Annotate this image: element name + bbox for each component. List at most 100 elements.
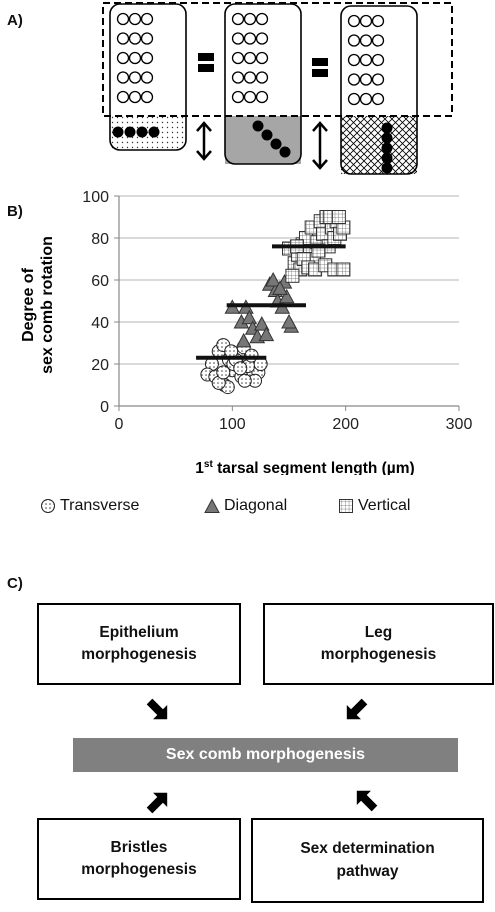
epithelium-morphogenesis-box: Epithelium morphogenesis (37, 603, 241, 685)
point-vertical (336, 262, 351, 277)
bristle-row-circle (140, 51, 154, 65)
bristle-row-circle (359, 34, 373, 47)
grid-square-icon (339, 499, 353, 513)
bristle-row-circle (140, 90, 154, 104)
double-arrow-2 (312, 121, 328, 170)
bristle-row-circle (116, 32, 130, 45)
sex-comb-bristle (381, 152, 393, 164)
bristle-row-circle (231, 71, 245, 84)
epithelium-line1: Epithelium (99, 623, 179, 641)
bristle-row-circle (359, 92, 373, 106)
bristle-row-circle (371, 53, 385, 67)
scatter-chart: 0 20 40 60 80 100 0 100 200 300 Degree of sex com… (20, 189, 473, 475)
bristle-row-circle (128, 12, 142, 26)
sex-comb-bristle (136, 126, 148, 138)
epithelium-line2: morphogenesis (81, 646, 197, 663)
bristle-row-circle (371, 92, 385, 106)
x-tick-label: 0 (115, 416, 124, 433)
bristle-row-circle (243, 51, 257, 65)
bristle-row-circle (128, 90, 142, 104)
tarsal-segment-dashed-box (102, 2, 453, 117)
double-arrow-1 (196, 121, 212, 161)
bristle-row-circle (243, 32, 257, 45)
point-diagonal (258, 326, 275, 342)
point-vertical (331, 210, 346, 224)
y-tick-label: 60 (91, 273, 109, 290)
y-tick-label: 100 (82, 189, 109, 206)
chart-legend: Transverse Diagonal Vertical (40, 497, 480, 521)
bristle-row-circle (347, 73, 361, 86)
bristle-row-circle (116, 51, 130, 65)
sex-comb-bristle (124, 126, 136, 138)
point-diagonal (272, 280, 288, 295)
leg-1 (109, 3, 187, 151)
sex-comb-bristle (252, 120, 264, 132)
bristle-row-circle (359, 73, 373, 86)
bristle-row-circle (347, 53, 361, 67)
x-tick-label: 300 (446, 416, 473, 433)
leg-line2: morphogenesis (320, 646, 437, 663)
arrow-sexdet-to-banner (356, 790, 378, 812)
sex-comb-bristle (112, 126, 124, 138)
sex-comb-bristle (261, 129, 273, 141)
point-diagonal (253, 316, 270, 331)
bristle-row-circle (359, 53, 373, 67)
dotted-circle-icon (41, 499, 55, 513)
sex-comb-bristle (381, 122, 393, 134)
equals-sign-2 (312, 58, 328, 77)
point-transverse (233, 361, 248, 376)
triangle-icon (204, 498, 220, 513)
bristle-row-circle (231, 51, 245, 65)
bristle-row-circle (140, 32, 154, 45)
y-axis-label-line2: sex comb rotation (39, 236, 56, 374)
y-axis-label-line1: Degree of (20, 267, 37, 341)
bristle-row-circle (116, 90, 130, 104)
sex-comb-morphogenesis-banner: Sex comb morphogenesis (73, 738, 458, 772)
arrow-leg-to-banner (346, 698, 368, 720)
leg-segments (109, 3, 418, 175)
sex-comb-bristle (381, 132, 393, 144)
bristle-row-circle (371, 34, 385, 47)
bristle-row-circle (255, 12, 269, 26)
legend-item-transverse: Transverse (40, 497, 139, 515)
bristle-row-circle (128, 32, 142, 45)
bristle-row-circle (347, 92, 361, 106)
bristle-row-circle (371, 14, 385, 28)
bristle-row-circle (128, 71, 142, 84)
y-tick-label: 80 (91, 231, 109, 248)
bristle-row-circle (347, 34, 361, 47)
x-tick-label: 100 (219, 416, 246, 433)
legend-label-transverse: Transverse (60, 497, 140, 514)
point-transverse (216, 365, 231, 380)
panel-a-label: A) (7, 12, 23, 29)
bristles-morphogenesis-box: Bristles morphogenesis (37, 818, 241, 900)
bristle-row-circle (347, 14, 361, 28)
bristle-row-circle (243, 71, 257, 84)
y-tick-label: 40 (91, 315, 109, 332)
sex-comb-bristle (381, 142, 393, 154)
bristle-row-circle (140, 71, 154, 84)
bristle-row-circle (255, 51, 269, 65)
point-diagonal (281, 313, 297, 329)
bristle-row-circle (128, 51, 142, 65)
legend-label-diagonal: Diagonal (224, 497, 288, 514)
panel-c-label: C) (7, 575, 23, 592)
bristles-line2: morphogenesis (81, 861, 197, 878)
bristle-row-circle (359, 14, 373, 28)
sex-determination-box: Sex determination pathway (251, 818, 484, 903)
legend-item-diagonal: Diagonal (204, 497, 287, 515)
point-diagonal (265, 271, 281, 287)
point-diagonal (278, 288, 295, 304)
panel-b-label: B) (7, 203, 23, 220)
bristle-row-circle (255, 71, 269, 84)
bristle-row-circle (243, 12, 257, 26)
bristle-row-circle (231, 12, 245, 26)
sexdet-line1: Sex determination (300, 840, 435, 858)
sex-comb-bristle (381, 162, 393, 174)
arrow-bristles-to-banner (146, 792, 168, 814)
x-tick-label: 200 (332, 416, 359, 433)
point-vertical (285, 268, 300, 283)
leg-line1: Leg (364, 623, 393, 641)
bristle-row-circle (231, 90, 245, 104)
bristle-row-circle (116, 12, 130, 26)
